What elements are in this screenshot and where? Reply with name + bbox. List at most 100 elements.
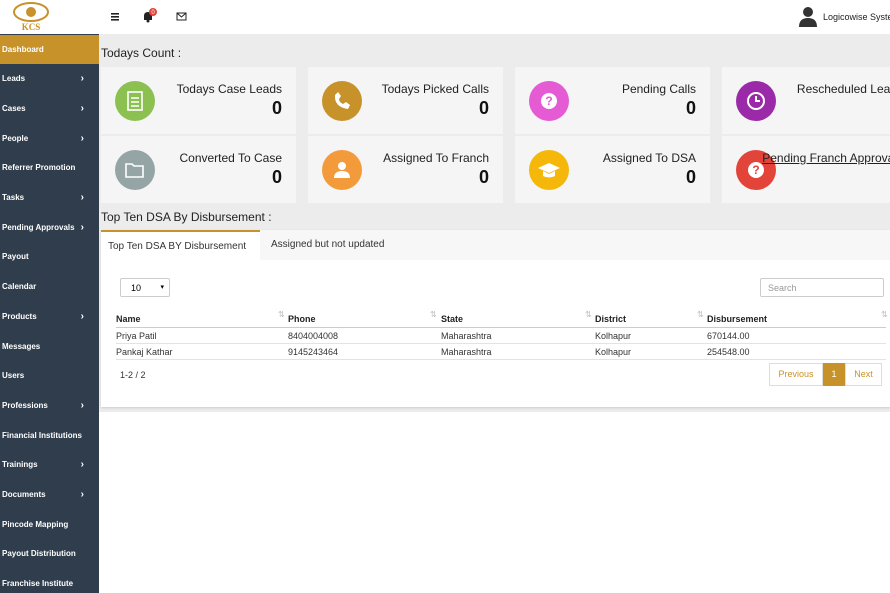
card-value: 0 bbox=[271, 167, 282, 187]
nav-item[interactable]: Franchise Institute bbox=[0, 569, 99, 593]
card-icon bbox=[529, 150, 569, 190]
logo-text: KCS bbox=[22, 22, 41, 32]
count-card[interactable]: ? Pending Franch Approvals bbox=[722, 136, 890, 203]
nav-label: Documents bbox=[2, 490, 46, 499]
svg-text:?: ? bbox=[752, 163, 759, 177]
card-label: Rescheduled Leads bbox=[796, 82, 890, 96]
nav-item[interactable]: Products › bbox=[0, 302, 99, 331]
search-input[interactable]: Search bbox=[760, 278, 884, 297]
card-value: 0 bbox=[478, 98, 489, 118]
submenu-arrow: › bbox=[80, 489, 84, 500]
notifications[interactable]: 0 bbox=[141, 8, 161, 24]
submenu-arrow: › bbox=[80, 459, 84, 471]
column-header[interactable]: Phone bbox=[288, 314, 316, 324]
nav-label: Messages bbox=[2, 341, 41, 351]
menu-toggle[interactable] bbox=[110, 11, 122, 23]
nav-label: Calendar bbox=[2, 282, 37, 292]
table-info: 1-2 / 2 bbox=[120, 370, 146, 380]
nav-label: Products bbox=[2, 311, 37, 321]
nav-item[interactable]: Payout bbox=[0, 242, 99, 271]
column-header[interactable]: District bbox=[595, 314, 627, 324]
page-button[interactable]: Previous bbox=[769, 363, 823, 386]
page-button[interactable]: Next bbox=[845, 363, 882, 386]
svg-text:?: ? bbox=[545, 94, 552, 108]
card-label: Pending Calls bbox=[621, 82, 696, 96]
sort-icon[interactable]: ⇅ bbox=[585, 310, 592, 319]
user-avatar[interactable] bbox=[797, 5, 819, 27]
tab-active[interactable]: Top Ten DSA BY Disbursement bbox=[101, 230, 260, 260]
table-cell: 670144.00 bbox=[707, 331, 750, 341]
nav-item[interactable]: People › bbox=[0, 124, 99, 153]
submenu-arrow: › bbox=[80, 102, 84, 114]
submenu-arrow: › bbox=[80, 73, 84, 85]
sort-icon[interactable]: ⇅ bbox=[881, 310, 888, 319]
nav-item[interactable]: Users bbox=[0, 361, 99, 390]
table-cell: Maharashtra bbox=[441, 331, 492, 341]
dsa-panel: Top Ten DSA BY Disbursement Assigned but… bbox=[101, 230, 890, 407]
nav-item[interactable]: Cases › bbox=[0, 94, 99, 123]
card-value: 0 bbox=[685, 167, 696, 187]
column-header[interactable]: Disbursement bbox=[707, 314, 768, 324]
count-card: Converted To Case 0 bbox=[101, 136, 296, 203]
nav-item[interactable]: Leads › bbox=[0, 64, 99, 93]
card-icon bbox=[115, 150, 155, 190]
submenu-arrow: › bbox=[80, 310, 84, 322]
column-header[interactable]: Name bbox=[116, 314, 141, 324]
dsa-title: Top Ten DSA By Disbursement : bbox=[101, 210, 272, 224]
count-card: Todays Case Leads 0 bbox=[101, 67, 296, 134]
nav-item[interactable]: Professions › bbox=[0, 391, 99, 420]
nav-item[interactable]: Payout Distribution bbox=[0, 539, 99, 568]
nav-item[interactable]: Messages bbox=[0, 332, 99, 361]
sort-icon[interactable]: ⇅ bbox=[278, 310, 285, 319]
nav-label: Referrer Promotion bbox=[2, 163, 76, 173]
nav-item[interactable]: Referrer Promotion bbox=[0, 153, 99, 182]
sort-icon[interactable]: ⇅ bbox=[430, 310, 437, 319]
card-label[interactable]: Pending Franch Approvals bbox=[762, 151, 890, 165]
table-cell: Kolhapur bbox=[595, 347, 632, 357]
sidebar: Dashboard Leads › Cases › People › Referrer Pro… bbox=[0, 34, 99, 593]
nav-item[interactable]: Documents › bbox=[0, 480, 99, 509]
nav-label: Cases bbox=[2, 103, 26, 113]
nav-label: People bbox=[2, 133, 29, 143]
page-size: 10 bbox=[131, 283, 142, 293]
card-label: Converted To Case bbox=[179, 151, 282, 165]
count-card: Todays Picked Calls 0 bbox=[308, 67, 503, 134]
nav-item[interactable]: Trainings › bbox=[0, 450, 99, 479]
nav-item[interactable]: Financial Institutions bbox=[0, 421, 99, 450]
nav-item[interactable]: Calendar bbox=[0, 272, 99, 301]
nav-label: Pending Approvals bbox=[2, 222, 75, 232]
table-cell: 9145243464 bbox=[288, 347, 339, 357]
messages-icon[interactable] bbox=[176, 12, 188, 22]
user-name[interactable]: Logicowise System bbox=[823, 12, 890, 22]
nav-label: Trainings bbox=[2, 460, 38, 470]
tab[interactable]: Assigned but not updated bbox=[271, 239, 385, 250]
nav-label: Leads bbox=[2, 74, 26, 84]
nav-item[interactable]: Dashboard bbox=[0, 34, 99, 64]
card-label: Todays Case Leads bbox=[176, 82, 282, 96]
column-header[interactable]: State bbox=[441, 314, 464, 324]
table-cell: 254548.00 bbox=[707, 347, 750, 357]
card-label: Todays Picked Calls bbox=[381, 82, 489, 96]
page-size-select[interactable]: 10 ▾ bbox=[120, 278, 170, 297]
page-button[interactable]: 1 bbox=[823, 363, 845, 386]
nav-label: Payout Distribution bbox=[2, 549, 76, 559]
nav-item[interactable]: Pending Approvals › bbox=[0, 213, 99, 242]
card-label: Assigned To Franch bbox=[383, 151, 489, 165]
notification-count: 0 bbox=[151, 10, 155, 16]
card-value: 0 bbox=[685, 98, 696, 118]
row-rule bbox=[116, 359, 886, 360]
card-icon: ? bbox=[736, 150, 776, 190]
submenu-arrow: › bbox=[80, 132, 84, 144]
nav-item[interactable]: Tasks › bbox=[0, 183, 99, 212]
card-icon bbox=[322, 81, 362, 121]
nav-label: Professions bbox=[2, 400, 48, 410]
nav-label: Users bbox=[2, 371, 25, 381]
nav-item[interactable]: Pincode Mapping bbox=[0, 510, 99, 539]
sort-icon[interactable]: ⇅ bbox=[697, 310, 704, 319]
nav-label: Dashboard bbox=[2, 44, 44, 54]
nav-label: Financial Institutions bbox=[2, 430, 83, 440]
card-icon bbox=[322, 150, 362, 190]
nav-label: Pincode Mapping bbox=[2, 519, 69, 529]
table-cell: 8404004008 bbox=[288, 331, 339, 341]
